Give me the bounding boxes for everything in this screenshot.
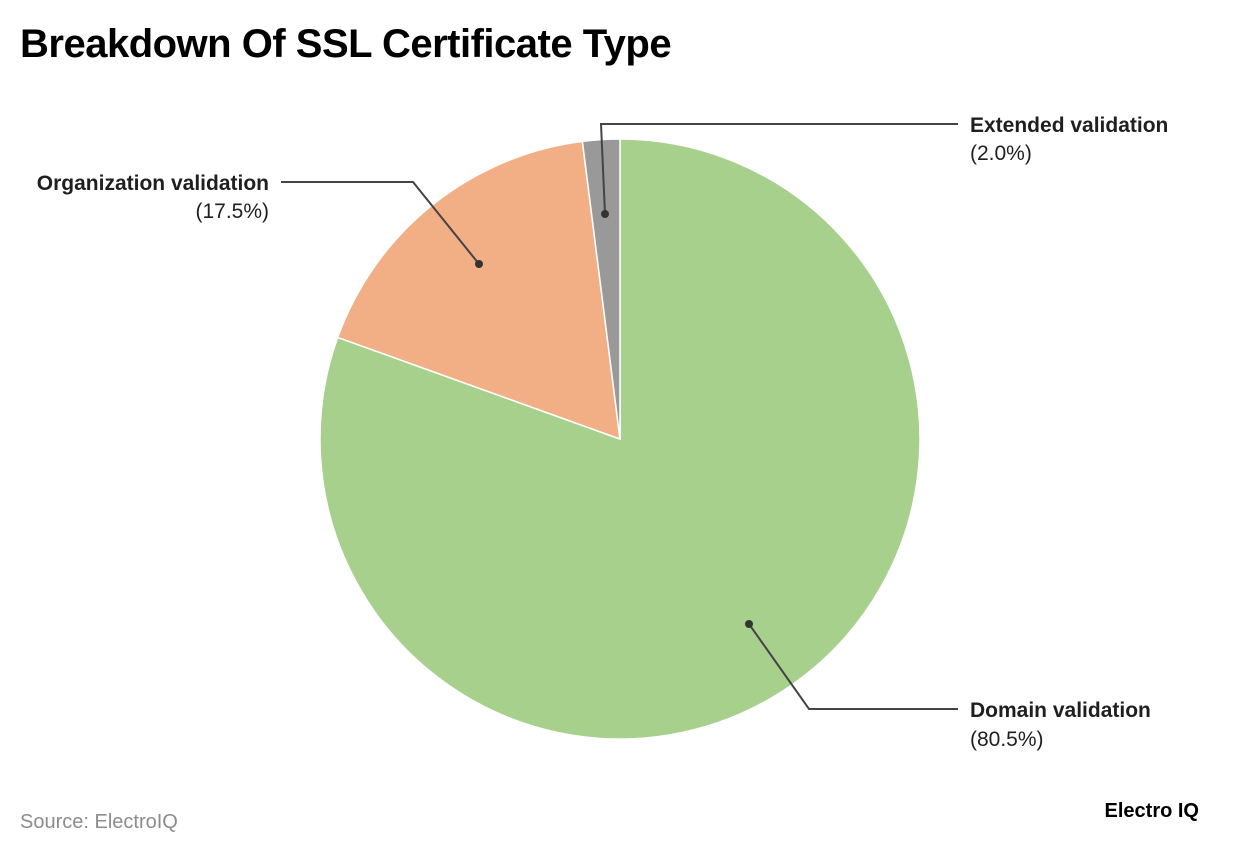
label-extended-value: (2.0%) (970, 142, 1032, 165)
label-extended-name: Extended validation (970, 114, 1168, 137)
callout-domain: Domain validation (80.5%) (745, 620, 1151, 751)
brand-logo: Electro IQ (1104, 800, 1199, 822)
label-domain-name: Domain validation (970, 699, 1151, 722)
callout-organization: Organization validation (17.5%) (37, 172, 483, 268)
label-organization-name: Organization validation (37, 172, 269, 195)
label-domain-value: (80.5%) (970, 728, 1044, 751)
chart-title: Breakdown Of SSL Certificate Type (20, 22, 672, 66)
source-note: Source: ElectroIQ (20, 811, 178, 833)
callout-extended: Extended validation (2.0%) (599, 114, 1168, 218)
label-organization-value: (17.5%) (195, 200, 269, 223)
